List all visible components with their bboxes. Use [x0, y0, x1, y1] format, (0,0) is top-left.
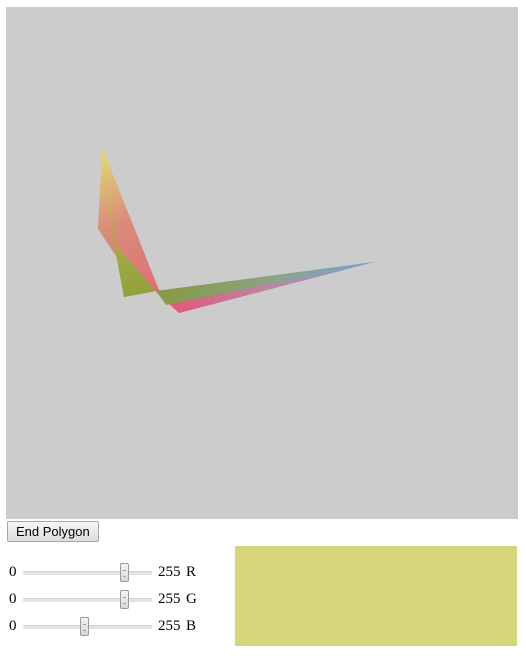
slider-r[interactable]: 0 255 R — [9, 561, 209, 583]
slider-g-max: 255 — [158, 591, 181, 607]
slider-b-channel: B — [186, 618, 197, 634]
slider-g-min: 0 — [9, 591, 17, 607]
slider-b[interactable]: 0 255 B — [9, 615, 209, 637]
slider-r-channel: R — [186, 564, 197, 580]
slider-g-track[interactable] — [23, 590, 152, 609]
drawing-canvas[interactable] — [6, 7, 518, 519]
slider-b-track[interactable] — [23, 617, 152, 636]
ribbon-face — [114, 243, 161, 297]
slider-g-thumb[interactable] — [120, 590, 130, 609]
polygon-ribbon — [98, 147, 374, 313]
ribbon-face — [156, 262, 374, 313]
slider-r-track[interactable] — [23, 563, 152, 582]
slider-r-thumb[interactable] — [120, 563, 130, 582]
slider-r-min: 0 — [9, 564, 17, 580]
end-polygon-button[interactable]: End Polygon — [7, 521, 99, 542]
ribbon-face — [156, 262, 374, 305]
color-preview-swatch — [235, 546, 517, 646]
slider-b-min: 0 — [9, 618, 17, 634]
slider-b-max: 255 — [158, 618, 181, 634]
slider-b-thumb[interactable] — [79, 617, 89, 636]
slider-r-max: 255 — [158, 564, 181, 580]
slider-g-channel: G — [186, 591, 197, 607]
slider-g[interactable]: 0 255 G — [9, 588, 209, 610]
